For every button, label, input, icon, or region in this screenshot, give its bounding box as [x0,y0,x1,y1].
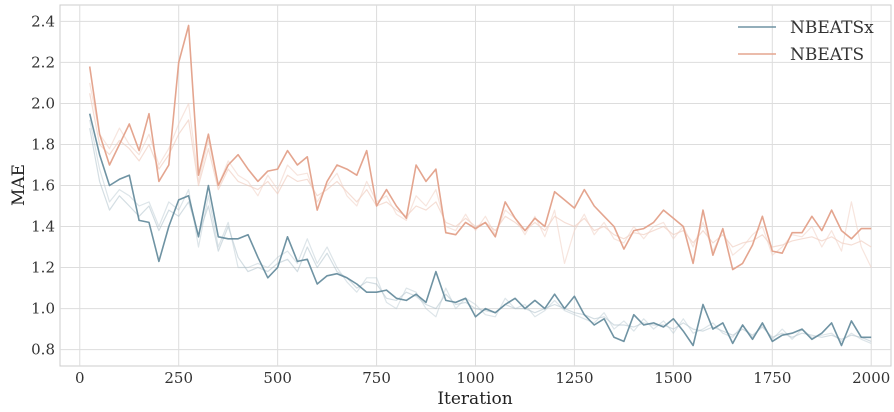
y-tick-label: 2.4 [31,12,55,30]
series-layer [88,24,872,347]
x-ticks: 0 250 500 750 1000 1250 1500 1750 2000 [75,369,890,387]
y-axis-label: MAE [9,164,29,206]
legend-label-nbeatsx: NBEATSx [790,18,874,38]
y-tick-label: 1.0 [31,300,55,318]
x-axis-label: Iteration [437,389,512,409]
x-tick-label: 0 [75,369,85,387]
series-line-nbeats [88,24,872,271]
y-tick-label: 1.6 [31,177,55,195]
y-tick-label: 1.4 [31,218,55,236]
legend: NBEATSx NBEATS [738,18,874,65]
series-line-run-2 [89,127,872,342]
x-tick-label: 250 [164,369,193,387]
x-tick-label: 1250 [555,369,593,387]
x-tick-label: 1500 [654,369,692,387]
x-tick-label: 1750 [753,369,791,387]
y-tick-label: 2.2 [31,53,55,71]
x-tick-label: 750 [362,369,391,387]
x-tick-label: 1000 [456,369,494,387]
y-tick-label: 0.8 [31,341,55,359]
series-line-nbeatsx [88,113,872,347]
y-tick-label: 1.2 [31,259,55,277]
legend-label-nbeats: NBEATS [790,45,864,65]
y-ticks: 0.8 1.0 1.2 1.4 1.6 1.8 2.0 2.2 2.4 [31,12,55,358]
x-tick-label: 2000 [852,369,890,387]
y-tick-label: 2.0 [31,94,55,112]
x-tick-label: 500 [263,369,292,387]
y-tick-label: 1.8 [31,135,55,153]
